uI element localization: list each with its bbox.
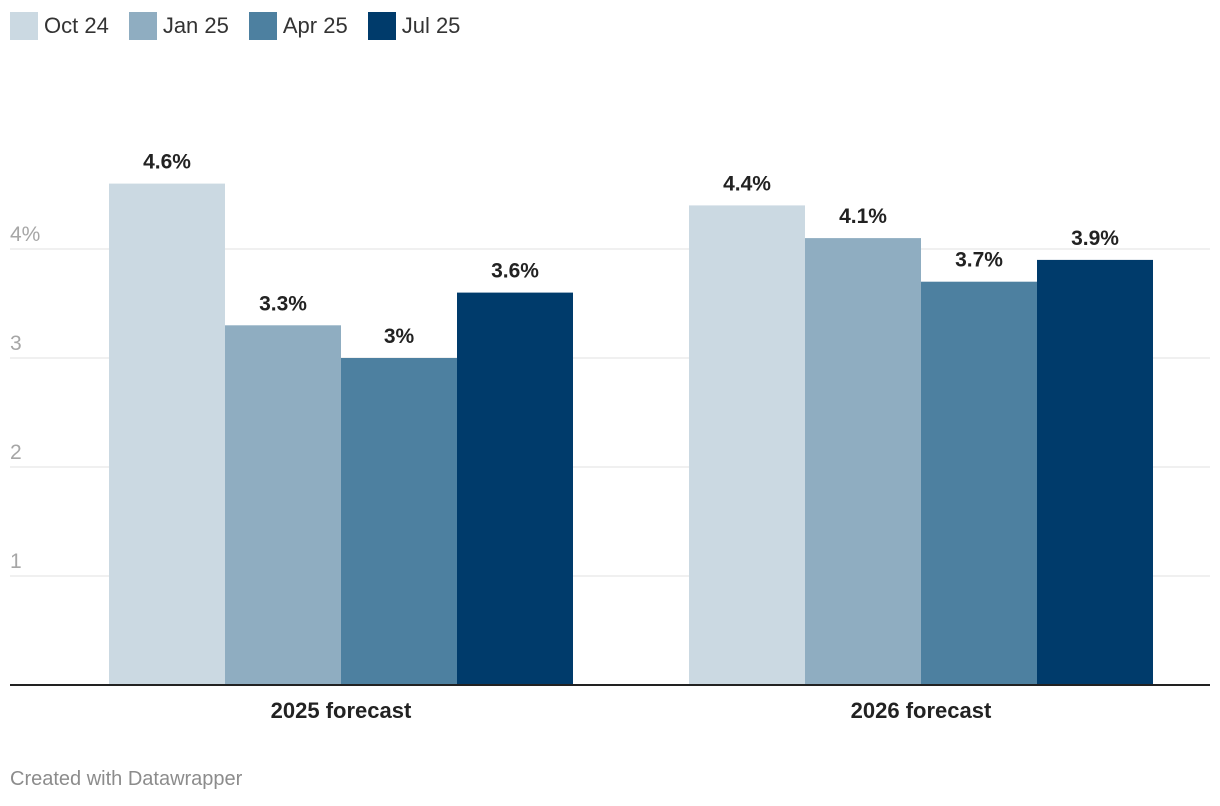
- bar-value-label: 4.6%: [143, 151, 191, 174]
- chart-legend: Oct 24 Jan 25 Apr 25 Jul 25: [10, 12, 460, 40]
- bar: [689, 205, 805, 685]
- bar: [457, 292, 573, 685]
- bar-value-label: 3.3%: [259, 292, 307, 315]
- legend-label: Apr 25: [282, 13, 348, 38]
- legend-label: Jan 25: [162, 13, 229, 38]
- bar-value-label: 3%: [384, 325, 415, 348]
- legend-item: Jan 25: [128, 12, 229, 40]
- footer-credit: Created with Datawrapper: [10, 768, 243, 790]
- legend-swatch: [367, 12, 396, 40]
- bar-value-label: 4.4%: [723, 172, 771, 195]
- bar-value-label: 4.1%: [839, 205, 887, 228]
- bar-value-label: 3.7%: [955, 249, 1003, 272]
- legend-item: Jul 25: [367, 12, 461, 40]
- bar: [1037, 259, 1153, 685]
- bar: [805, 238, 921, 685]
- legend-swatch: [248, 12, 277, 40]
- legend-label: Jul 25: [401, 13, 461, 38]
- bar: [109, 183, 225, 685]
- y-tick-label: 2: [10, 441, 22, 464]
- legend-swatch: [10, 12, 38, 40]
- bar-value-label: 3.6%: [491, 260, 539, 283]
- y-tick-label: 4%: [10, 223, 40, 246]
- bar-value-label: 3.9%: [1071, 227, 1119, 250]
- legend-item: Oct 24: [10, 12, 109, 40]
- bar: [921, 281, 1037, 685]
- y-tick-label: 1: [10, 550, 22, 573]
- legend-label: Oct 24: [44, 13, 109, 38]
- legend-swatch: [128, 12, 157, 40]
- bar: [225, 325, 341, 685]
- legend-item: Apr 25: [248, 12, 348, 40]
- x-category-label: 2025 forecast: [271, 698, 412, 723]
- y-tick-label: 3: [10, 332, 22, 355]
- x-category-label: 2026 forecast: [851, 698, 992, 723]
- bar: [341, 358, 457, 685]
